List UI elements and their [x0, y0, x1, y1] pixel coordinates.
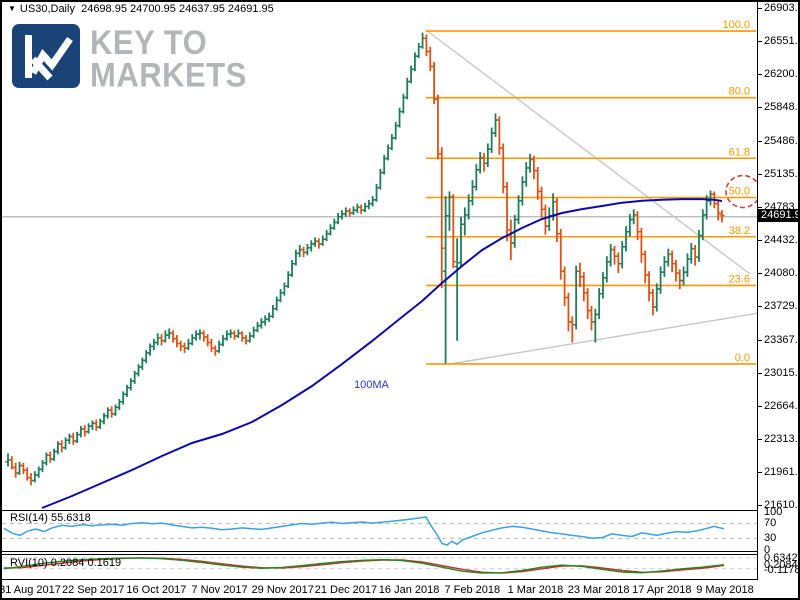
- price-tick-label: 23367.40: [764, 334, 798, 346]
- trendlines[interactable]: [425, 29, 758, 365]
- price-tick-mark: [758, 73, 762, 75]
- rvi-scale-label: -0.1178: [764, 563, 800, 576]
- date-tick-label: 7 Feb 2018: [444, 584, 501, 596]
- key-to-markets-logo-icon: [12, 24, 80, 88]
- ascending-trendline: [449, 312, 758, 365]
- rsi-scale-label: 0: [764, 543, 771, 556]
- date-axis[interactable]: 31 Aug 2017 22 Sep 2017 16 Oct 2017 7 Nov 2…: [0, 580, 758, 598]
- fib-label-23.6: 23.6: [729, 273, 750, 285]
- price-tick-mark: [758, 471, 762, 473]
- rsi-indicator-panel[interactable]: [2, 511, 758, 551]
- date-tick-label: 31 Aug 2017: [0, 584, 61, 596]
- rvi-scale-label: 0.2084: [764, 558, 798, 571]
- panel-separator[interactable]: [2, 579, 758, 580]
- price-tick-mark: [758, 239, 762, 241]
- date-tick-label: 1 Mar 2018: [507, 584, 564, 596]
- price-tick-label: 22313.05: [764, 433, 798, 445]
- date-tick-label: 17 Apr 2018: [632, 584, 692, 596]
- current-price-box: 24691.95: [758, 209, 798, 223]
- date-tick-label: 21 Dec 2017: [314, 584, 378, 596]
- price-tick-mark: [758, 206, 762, 208]
- ma-label: 100MA: [354, 379, 390, 391]
- price-tick-mark: [758, 305, 762, 307]
- price-tick-label: 21961.60: [764, 466, 798, 478]
- price-tick-label: 23015.95: [764, 367, 798, 379]
- rsi-label: RSI(14) 55.6318: [10, 512, 91, 524]
- price-tick-label: 25135.30: [764, 168, 798, 180]
- moving-average-100[interactable]: 100MA: [41, 198, 723, 509]
- fib-label-80.0: 80.0: [729, 86, 750, 98]
- price-tick-label: 26903.20: [764, 2, 798, 14]
- fib-label-61.8: 61.8: [729, 146, 750, 158]
- price-tick-mark: [758, 7, 762, 9]
- price-axis-border: [757, 2, 758, 580]
- broker-logo: KEY TO MARKETS: [12, 24, 247, 92]
- price-tick-mark: [758, 372, 762, 374]
- date-tick-label: 9 May 2018: [696, 584, 754, 596]
- price-tick-label: 26551.75: [764, 35, 798, 47]
- fib-label-100.0: 100.0: [722, 19, 750, 31]
- main-price-chart[interactable]: 100.0 80.0 61.8 50.0 38.2 23.6 0.0 100MA: [2, 2, 758, 511]
- fib-label-0.0: 0.0: [735, 352, 750, 364]
- price-tick-mark: [758, 339, 762, 341]
- price-tick-mark: [758, 140, 762, 142]
- highlight-circle-50: [725, 174, 758, 209]
- price-tick-mark: [758, 405, 762, 407]
- descending-trendline: [425, 29, 751, 275]
- price-axis[interactable]: 26903.20 26551.75 26200.30 25848.85 25486.75…: [758, 2, 798, 580]
- panel-separator[interactable]: [2, 554, 758, 555]
- fib-label-38.2: 38.2: [729, 225, 750, 237]
- logo-line-2: MARKETS: [90, 54, 247, 95]
- symbol-dropdown-arrow-icon[interactable]: ▼: [8, 4, 16, 13]
- rvi-main-line: [3, 557, 725, 574]
- date-tick-label: 7 Nov 2017: [191, 584, 248, 596]
- price-tick-mark: [758, 438, 762, 440]
- fibonacci-levels[interactable]: 100.0 80.0 61.8 50.0 38.2 23.6 0.0: [426, 19, 756, 365]
- price-tick-label: 24080.95: [764, 267, 798, 279]
- price-tick-label: 25848.85: [764, 101, 798, 113]
- price-tick-label: 21610.15: [764, 499, 798, 511]
- price-tick-label: 26200.30: [764, 68, 798, 80]
- date-tick-label: 22 Sep 2017: [61, 584, 125, 596]
- price-tick-mark: [758, 40, 762, 42]
- price-tick-mark: [758, 173, 762, 175]
- chart-title-ohlc: 24698.95 24700.95 24637.95 24691.95: [81, 3, 274, 15]
- price-tick-label: 23729.50: [764, 300, 798, 312]
- price-tick-mark: [758, 106, 762, 108]
- date-tick-label: 16 Oct 2017: [126, 584, 187, 596]
- rsi-scale-label: 100: [764, 506, 783, 519]
- rsi-line: [3, 516, 725, 546]
- rvi-label: RVI(10) 0.2084 0.1619: [10, 557, 122, 569]
- rvi-indicator-panel[interactable]: [2, 555, 758, 579]
- rsi-scale-label: 70: [764, 517, 777, 530]
- panel-separator[interactable]: [2, 510, 758, 511]
- price-tick-label: 22664.50: [764, 400, 798, 412]
- price-tick-mark: [758, 272, 762, 274]
- price-tick-label: 25486.75: [764, 135, 798, 147]
- date-tick-label: 29 Nov 2017: [251, 584, 314, 596]
- broker-logo-text: KEY TO MARKETS: [90, 22, 247, 95]
- chart-title-bar: ▼ US30,Daily 24698.95 24700.95 24637.95 2…: [8, 3, 274, 15]
- price-tick-mark: [758, 504, 762, 506]
- rsi-scale-label: 30: [764, 532, 777, 545]
- panel-separator[interactable]: [2, 551, 758, 552]
- logo-line-1: KEY TO: [90, 22, 208, 62]
- price-tick-label: 24432.40: [764, 234, 798, 246]
- rvi-scale-label: 0.6342: [764, 551, 798, 564]
- date-tick-label: 16 Jan 2018: [378, 584, 440, 596]
- date-tick-label: 23 Mar 2018: [567, 584, 630, 596]
- candles: [5, 32, 725, 486]
- chart-title-symbol: US30,Daily: [19, 3, 75, 15]
- fib-label-50.0: 50.0: [729, 186, 750, 198]
